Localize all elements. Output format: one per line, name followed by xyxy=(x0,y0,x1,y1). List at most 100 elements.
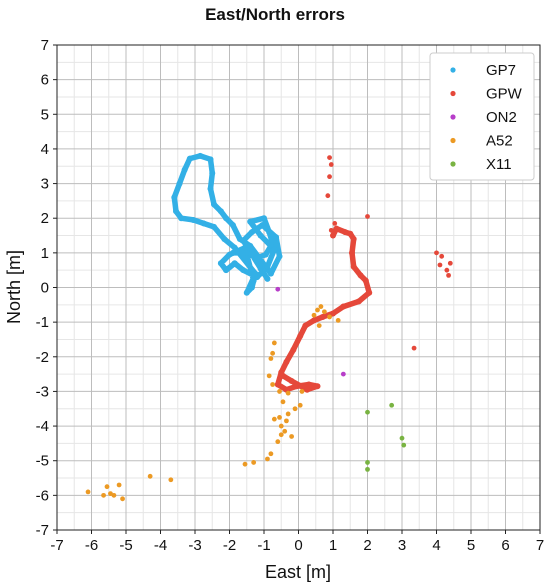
a52-point xyxy=(104,484,110,490)
gp7-point xyxy=(209,170,216,177)
gp7-point xyxy=(190,216,197,223)
gp7-point xyxy=(248,284,255,291)
x-tick-label: 1 xyxy=(329,537,337,554)
y-tick-label: -3 xyxy=(36,383,49,400)
gp7-point xyxy=(217,260,224,267)
x-tick-label: 3 xyxy=(398,537,406,554)
a52-point xyxy=(297,402,303,408)
gp7-point xyxy=(223,215,230,222)
y-tick-label: -7 xyxy=(36,522,49,539)
gpw-point xyxy=(347,230,354,237)
gpw-point xyxy=(279,372,286,379)
a52-point xyxy=(275,439,281,445)
gp7-point xyxy=(173,208,180,215)
y-tick-label: -6 xyxy=(36,487,49,504)
a52-point xyxy=(278,432,284,438)
a52-point xyxy=(315,307,320,313)
y-tick-label: 4 xyxy=(41,141,49,158)
legend-marker xyxy=(450,90,456,97)
gp7-point xyxy=(264,275,271,282)
gpw-point xyxy=(355,298,362,305)
gp7-point xyxy=(250,277,257,284)
gpw-point xyxy=(365,214,370,219)
gp7-point xyxy=(243,249,250,256)
gpw-point xyxy=(325,193,331,199)
a52-point xyxy=(271,340,277,346)
gp7-point xyxy=(176,180,183,187)
gp7-point xyxy=(207,185,214,192)
gpw-point xyxy=(328,227,334,233)
gpw-point xyxy=(447,260,453,266)
a52-point xyxy=(321,309,327,315)
gpw-point xyxy=(327,155,332,160)
a52-point xyxy=(278,423,284,429)
a52-point xyxy=(168,477,174,483)
x-tick-label: -7 xyxy=(50,537,63,554)
a52-point xyxy=(280,399,286,405)
a52-point xyxy=(335,318,341,323)
x11-point xyxy=(401,442,407,448)
a52-point xyxy=(299,389,305,394)
gp7-point xyxy=(223,267,230,274)
gpw-point xyxy=(283,358,290,365)
x-tick-label: 2 xyxy=(363,537,371,554)
y-tick-label: 0 xyxy=(41,280,49,297)
gp7-point xyxy=(229,222,236,229)
x11-point xyxy=(365,466,370,472)
gpw-point xyxy=(302,322,309,329)
legend-marker xyxy=(450,161,456,167)
chart-title: East/North errors xyxy=(205,5,345,24)
a52-point xyxy=(285,411,291,417)
gp7-point xyxy=(226,251,233,258)
x-tick-label: 6 xyxy=(501,537,509,554)
x-tick-label: 5 xyxy=(467,537,475,554)
y-tick-labels: 7 6 5 4 3 2 1 0 -1 -2 -3 -4 -5 -6 -7 xyxy=(36,37,57,539)
a52-point xyxy=(265,456,270,462)
gpw-point xyxy=(293,383,300,390)
gp7-point xyxy=(243,289,250,296)
gpw-point xyxy=(328,162,334,167)
gp7-point xyxy=(181,166,188,173)
gpw-point xyxy=(305,381,312,388)
gp7-point xyxy=(248,229,255,236)
legend-marker xyxy=(450,137,456,144)
gpw-point xyxy=(366,289,373,296)
gp7-point xyxy=(271,246,278,253)
x-tick-label: 7 xyxy=(536,537,544,554)
gpw-point xyxy=(330,310,336,317)
legend: GP7 GPW ON2 A52 X11 xyxy=(429,52,535,181)
gp7-point xyxy=(207,156,214,163)
y-tick-label: 1 xyxy=(41,245,49,262)
gpw-point xyxy=(311,317,318,324)
y-tick-label: -4 xyxy=(36,418,49,435)
gp7-point xyxy=(242,244,249,251)
a52-point xyxy=(242,461,248,467)
y-tick-label: 3 xyxy=(41,176,49,193)
y-tick-label: 7 xyxy=(41,37,49,54)
y-tick-label: -5 xyxy=(36,453,49,470)
gpw-point xyxy=(357,272,364,279)
gpw-point xyxy=(350,263,357,270)
gpw-point xyxy=(434,250,439,256)
a52-point xyxy=(116,482,122,488)
gpw-point xyxy=(274,381,281,388)
gp7-point xyxy=(197,152,204,159)
gpw-point xyxy=(437,262,443,268)
x11-point xyxy=(365,409,370,415)
gpw-point xyxy=(333,225,340,232)
gpw-point xyxy=(332,221,338,226)
gpw-point xyxy=(411,345,417,351)
a52-point xyxy=(271,416,277,422)
legend-label: GP7 xyxy=(486,62,516,79)
x-axis-label: East [m] xyxy=(265,562,331,582)
gp7-point xyxy=(267,270,274,277)
gp7-point xyxy=(240,237,247,244)
a52-point xyxy=(282,428,288,434)
x-tick-label: -5 xyxy=(119,537,132,554)
gp7-point xyxy=(264,263,271,270)
x11-point xyxy=(365,460,370,465)
gp7-point xyxy=(262,251,269,258)
gpw-track xyxy=(275,225,372,393)
gp7-point xyxy=(259,222,266,229)
